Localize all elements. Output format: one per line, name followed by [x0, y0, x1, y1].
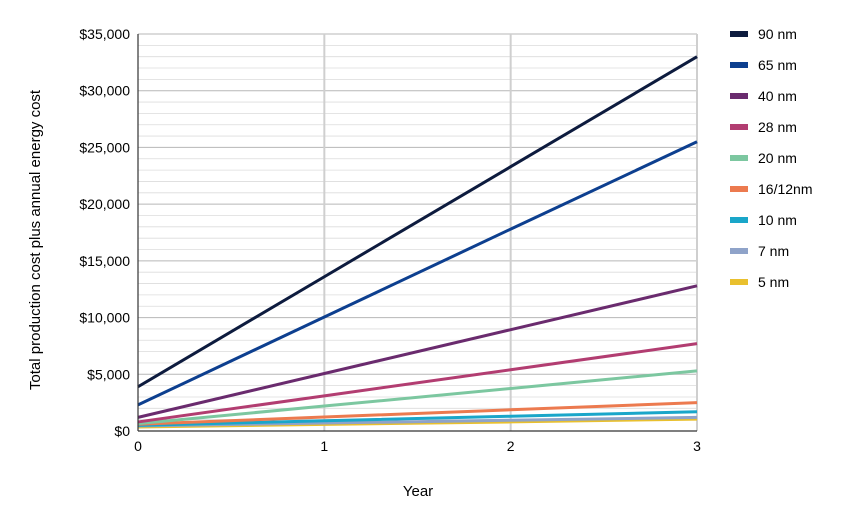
- legend-swatch: [730, 93, 748, 99]
- axes: [137, 34, 697, 432]
- x-axis-title: Year: [403, 483, 433, 500]
- legend-label: 10 nm: [758, 212, 797, 228]
- legend-label: 28 nm: [758, 119, 797, 135]
- series-line-20-nm: [137, 369, 698, 426]
- x-tick-label: 3: [693, 438, 701, 454]
- legend-swatch: [730, 124, 748, 130]
- y-tick-label: $15,000: [79, 253, 130, 269]
- legend-label: 7 nm: [758, 243, 789, 259]
- legend-label: 65 nm: [758, 57, 797, 73]
- y-tick-label: $30,000: [79, 83, 130, 99]
- x-tick-label: 2: [507, 438, 515, 454]
- legend-label: 40 nm: [758, 88, 797, 104]
- legend-swatch: [730, 279, 748, 285]
- series-line-90-nm: [137, 55, 698, 389]
- legend-label: 16/12nm: [758, 181, 812, 197]
- series-line-28-nm: [137, 342, 698, 424]
- series-line-10-nm: [137, 410, 698, 427]
- series-line-16-12nm: [137, 401, 698, 426]
- legend-swatch: [730, 217, 748, 223]
- y-tick-label: $25,000: [79, 139, 130, 155]
- legend-swatch: [730, 248, 748, 254]
- legend-swatch: [730, 186, 748, 192]
- x-tick-label: 0: [134, 438, 142, 454]
- y-tick-label: $0: [114, 423, 130, 439]
- y-tick-label: $10,000: [79, 310, 130, 326]
- legend-label: 5 nm: [758, 274, 789, 290]
- series-lines: [137, 55, 698, 429]
- y-tick-label: $35,000: [79, 26, 130, 42]
- legend-swatch: [730, 155, 748, 161]
- legend-label: 20 nm: [758, 150, 797, 166]
- legend-swatch: [730, 31, 748, 37]
- legend: 90 nm 65 nm 40 nm 28 nm 20 nm 16/12nm 10 nm 7 n…: [730, 26, 812, 290]
- legend-label: 90 nm: [758, 26, 797, 42]
- y-axis-title: Total production cost plus annual energy…: [27, 89, 44, 390]
- gridlines: [138, 33, 698, 431]
- tick-labels: $0 $5,000 $10,000 $15,000 $20,000 $25,000 $30,…: [79, 26, 701, 454]
- series-line-40-nm: [137, 284, 698, 419]
- legend-swatch: [730, 62, 748, 68]
- series-line-65-nm: [137, 140, 698, 407]
- x-tick-label: 1: [320, 438, 328, 454]
- y-tick-label: $5,000: [87, 366, 130, 382]
- y-tick-label: $20,000: [79, 196, 130, 212]
